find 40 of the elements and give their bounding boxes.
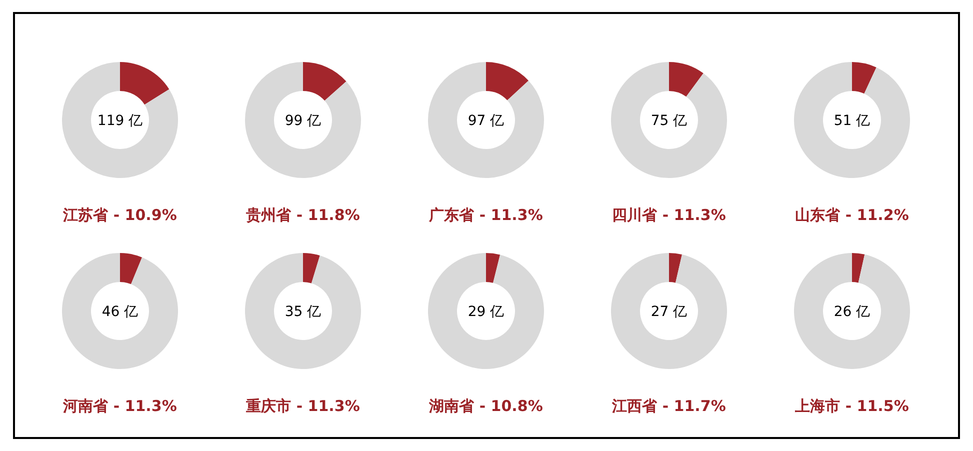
donut-slice: [669, 62, 704, 97]
text: 江苏省 - 10.9%: [62, 206, 177, 224]
text: 重庆市 - 11.3%: [245, 397, 360, 415]
donut-slice: [486, 62, 529, 100]
text: 江西省 - 11.7%: [611, 397, 726, 415]
text: 广东省 - 11.3%: [428, 206, 543, 224]
text: 35 亿: [284, 304, 322, 320]
donut-slice: [852, 253, 865, 283]
text: 29 亿: [468, 304, 504, 320]
donut-slice: [428, 62, 544, 178]
donut-slice: [486, 253, 500, 283]
donut-slice: [245, 253, 361, 369]
text: 贵州省 - 11.8%: [245, 206, 360, 224]
donut-slice: [611, 253, 727, 369]
text: 51 亿: [834, 113, 870, 129]
donut-slice: [62, 253, 178, 369]
text: 26 亿: [834, 304, 870, 320]
donut-slice: [669, 253, 682, 283]
text: 97 亿: [468, 113, 504, 129]
donut-slice: [794, 62, 910, 178]
donut-slice: [303, 253, 320, 284]
donut-slice: [794, 253, 910, 369]
text: 75 亿: [650, 113, 688, 129]
donut-slice: [428, 253, 544, 369]
text: 四川省 - 11.3%: [612, 206, 726, 224]
text: 山东省 - 11.2%: [795, 206, 909, 224]
donut-slice: [303, 62, 346, 101]
text: 湖南省 - 10.8%: [428, 397, 543, 415]
text: 河南省 - 11.3%: [62, 397, 177, 415]
text: 27 亿: [650, 304, 688, 320]
donut-slice: [62, 62, 178, 178]
donut-slice: [611, 62, 727, 178]
donut-slice: [852, 62, 876, 94]
text: 上海市 - 11.5%: [794, 397, 909, 415]
donut-slice: [120, 253, 142, 284]
text: 119 亿: [97, 113, 143, 129]
text: 99 亿: [284, 113, 322, 129]
donut-slice: [245, 62, 361, 178]
donut-slice: [120, 62, 170, 105]
text: 46 亿: [102, 304, 138, 320]
